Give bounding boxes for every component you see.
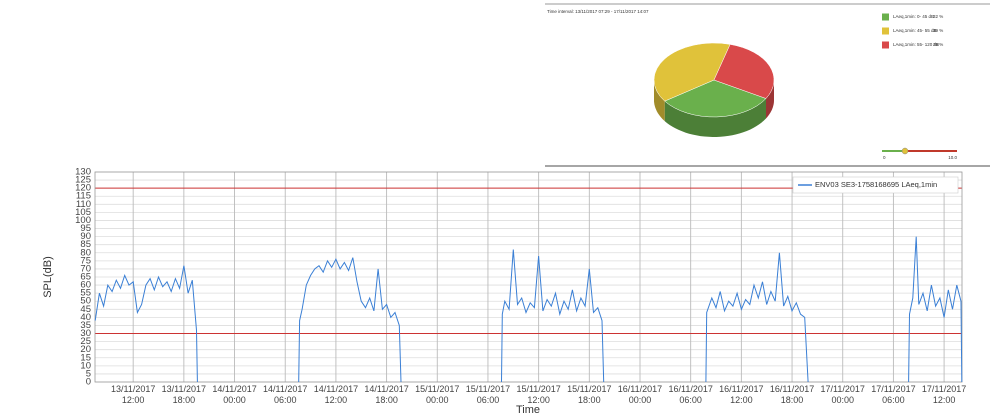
data-line: [94, 236, 963, 383]
x-tick-label: 14/11/2017 12:00: [314, 384, 358, 405]
legend-swatch: [882, 27, 889, 35]
y-tick-label: 85: [80, 239, 91, 250]
x-tick-label: 17/11/2017 06:00: [871, 384, 915, 405]
x-tick-label: 15/11/2017 06:00: [466, 384, 510, 405]
y-tick-label: 10: [80, 360, 91, 371]
y-tick-label: 115: [76, 191, 91, 202]
legend-label: ENV03 SE3-1758168695 LAeq,1min: [815, 180, 937, 189]
pie-slice: [664, 79, 767, 118]
x-tick-label: 17/11/2017 00:00: [821, 384, 865, 405]
y-tick-label: 40: [80, 312, 91, 323]
y-tick-label: 25: [80, 336, 91, 347]
plot-frame: [94, 171, 963, 383]
x-tick-label: 13/11/2017 12:00: [111, 384, 155, 405]
legend-value: 39 %: [933, 28, 943, 33]
pie-side: [654, 80, 665, 122]
y-tick-label: 95: [80, 223, 91, 234]
y-tick-label: 65: [80, 272, 91, 283]
x-tick-label: 13/11/2017 18:00: [162, 384, 206, 405]
y-tick-label: 0: [86, 377, 91, 388]
y-tick-label: 100: [75, 215, 91, 226]
legend-swatch: [882, 13, 889, 21]
legend-label: LAeq,1min: 55- 120 dB: [893, 42, 939, 47]
y-tick-label: 50: [80, 296, 91, 307]
y-tick-label: 30: [80, 328, 91, 339]
x-tick-label: 16/11/2017 12:00: [719, 384, 763, 405]
legend-label: LAeq,1min: 45- 55 dB: [893, 28, 937, 33]
y-tick-label: 120: [75, 183, 91, 194]
x-tick-label: 16/11/2017 06:00: [668, 384, 712, 405]
y-tick-label: 75: [80, 255, 91, 266]
legend-value: 29 %: [933, 42, 943, 47]
x-tick-label: 16/11/2017 00:00: [618, 384, 662, 405]
y-tick-label: 110: [76, 199, 91, 210]
x-tick-label: 14/11/2017 18:00: [364, 384, 408, 405]
pie-side: [664, 98, 766, 137]
slider-knob: [901, 147, 909, 155]
legend-value: 32 %: [933, 14, 943, 19]
legend-swatch: [882, 41, 889, 49]
y-tick-label: 55: [80, 288, 91, 299]
y-tick-label: 130: [75, 167, 91, 178]
x-tick-label: 15/11/2017 00:00: [415, 384, 459, 405]
x-tick-label: 15/11/2017 12:00: [516, 384, 560, 405]
y-tick-label: 20: [80, 344, 91, 355]
x-tick-label: 17/11/2017 12:00: [922, 384, 966, 405]
legend-label: LAeq,1min: 0- 45 dB: [893, 14, 934, 19]
slider-label: 0: [883, 155, 886, 160]
x-tick-label: 14/11/2017 06:00: [263, 384, 307, 405]
y-tick-label: 5: [86, 368, 91, 379]
y-tick-label: 105: [75, 207, 91, 218]
y-tick-label: 125: [75, 175, 91, 186]
y-tick-label: 15: [80, 352, 91, 363]
x-tick-label: 14/11/2017 00:00: [212, 384, 256, 405]
y-axis-label: SPL(dB): [42, 256, 54, 298]
y-tick-label: 60: [80, 280, 91, 291]
y-tick-label: 80: [80, 247, 91, 258]
pie-slice: [713, 44, 775, 99]
pie-slice: [653, 42, 731, 102]
x-axis-label: Time: [516, 404, 540, 416]
x-tick-label: 16/11/2017 18:00: [770, 384, 814, 405]
legend-box: [792, 176, 959, 194]
y-tick-label: 35: [80, 320, 91, 331]
slider-label: 10.0: [948, 155, 957, 160]
y-tick-label: 90: [80, 231, 91, 242]
x-tick-label: 15/11/2017 18:00: [567, 384, 611, 405]
pie-title: Time interval: 13/11/2017 07:29 - 17/11/…: [547, 9, 649, 14]
y-tick-label: 45: [80, 304, 91, 315]
y-tick-label: 70: [80, 263, 91, 274]
